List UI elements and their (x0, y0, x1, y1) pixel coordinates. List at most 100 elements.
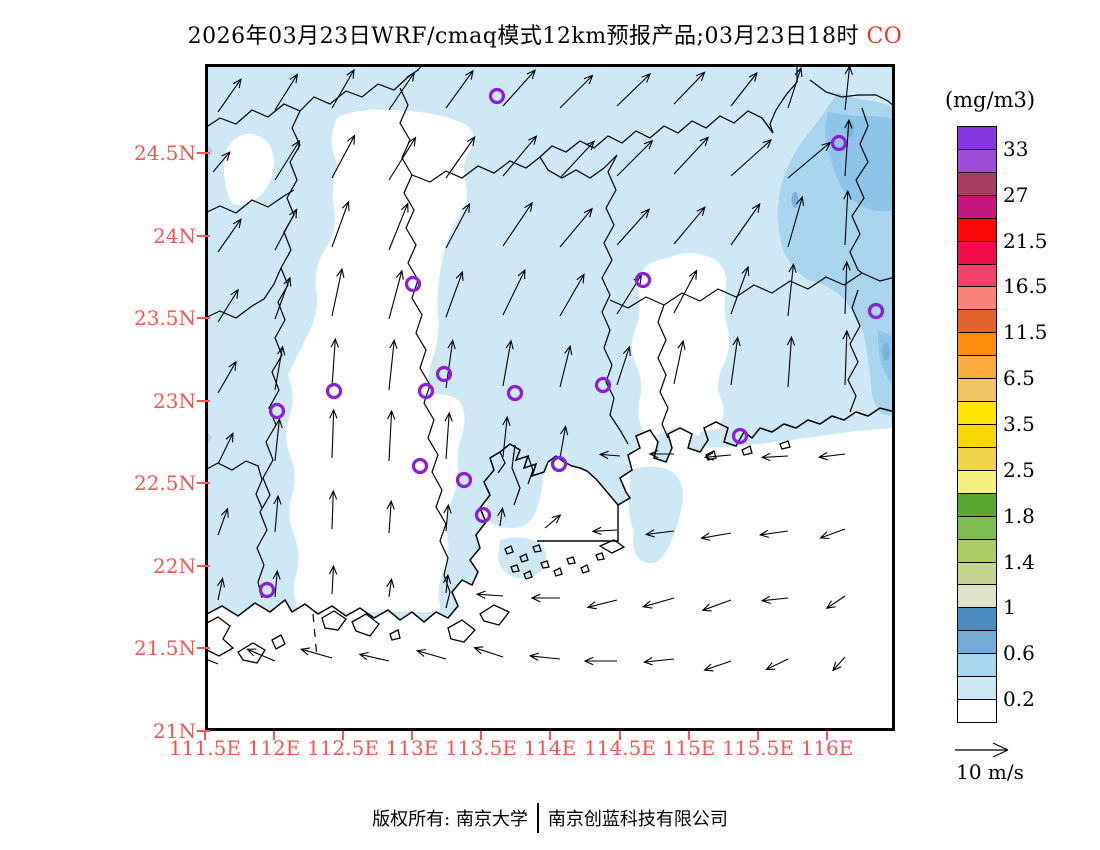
wind-arrow-icon (445, 69, 474, 109)
wind-arrow-icon (825, 595, 846, 610)
wind-arrow-icon (559, 344, 573, 388)
wind-arrow-icon (591, 526, 618, 536)
wind-arrow-icon (272, 569, 281, 598)
wind-scale-arrow-icon (955, 742, 1009, 758)
wind-arrow-icon (502, 201, 533, 247)
wind-arrow-icon (559, 74, 594, 109)
wind-arrow-icon (673, 71, 706, 105)
wind-arrow-icon (473, 646, 504, 658)
colorbar-box (957, 469, 997, 494)
lon-axis-label: 114E (523, 736, 577, 760)
wind-arrow-icon (842, 260, 851, 315)
colorbar-tick-label: 2.5 (1003, 457, 1035, 482)
lon-axis-label: 112.5E (307, 736, 379, 760)
wind-arrow-icon (730, 336, 741, 386)
wind-arrow-icon (760, 452, 789, 462)
colorbar-box (957, 332, 997, 357)
wind-arrow-icon (817, 452, 846, 461)
colorbar-tick-label: 1.8 (1003, 503, 1035, 528)
islands (205, 440, 791, 664)
lat-axis-label: 23.5N (133, 306, 196, 330)
wind-arrow-icon (274, 276, 292, 320)
wind-arrow-icon (274, 417, 283, 462)
colorbar-tick-label: 1 (1003, 595, 1016, 620)
station-marker-icon (268, 402, 286, 420)
wind-arrow-icon (328, 564, 338, 595)
wind-arrow-icon (616, 139, 654, 177)
wind-arrow-icon (502, 339, 514, 387)
wind-arrow-icon (530, 593, 560, 603)
wind-arrow-icon (586, 599, 618, 610)
wind-arrow-icon (388, 202, 409, 251)
copyright-footer: 版权所有: 南京大学 南京创蓝科技有限公司 (0, 803, 1100, 833)
colorbar-box (957, 584, 997, 609)
colorbar-unit-label: (mg/m3) (944, 88, 1036, 112)
colorbar-tick-label: 11.5 (1003, 320, 1048, 345)
wind-arrow-icon (388, 136, 417, 181)
wind-arrow-icon (217, 432, 234, 465)
lat-axis-label: 24.5N (133, 141, 196, 165)
wind-arrow-icon (217, 78, 242, 113)
wind-arrow-icon (787, 262, 797, 317)
co-white-region-nw (224, 133, 274, 205)
station-marker-icon (830, 134, 848, 152)
station-marker-icon (488, 87, 506, 105)
wind-arrow-icon (502, 268, 526, 316)
wind-arrow-icon (443, 503, 452, 532)
colorbar-box (957, 561, 997, 586)
wind-arrow-icon (445, 135, 476, 179)
wind-arrow-icon (497, 506, 506, 527)
lon-axis-label: 112E (247, 736, 301, 760)
wind-arrow-icon (502, 415, 511, 458)
colorbar-box (957, 171, 997, 196)
station-marker-icon (325, 382, 343, 400)
wind-arrow-icon (700, 532, 732, 541)
sea-area (205, 408, 895, 731)
dashed-boundary (312, 613, 318, 659)
colorbar-box (957, 240, 997, 265)
wind-arrow-icon (832, 656, 846, 672)
wind-arrow-icon (673, 339, 686, 385)
wind-arrow-icon (331, 200, 350, 248)
wind-arrow-icon (703, 452, 732, 461)
station-marker-icon (634, 271, 652, 289)
wind-arrow-icon (329, 408, 338, 459)
wind-arrow-icon (644, 529, 675, 538)
wind-arrow-icon (842, 329, 851, 386)
station-marker-icon (258, 581, 276, 599)
wind-arrow-icon (502, 135, 538, 177)
colorbar-box (957, 607, 997, 632)
wind-arrow-icon (274, 73, 299, 111)
wind-arrow-icon (701, 599, 732, 612)
wind-arrow-icon (787, 141, 832, 179)
lat-axis-label: 22.5N (133, 471, 196, 495)
colorbar-box (957, 309, 997, 334)
station-marker-icon (474, 506, 492, 524)
map-frame (205, 64, 895, 731)
colorbar-tick-label: 0.6 (1003, 641, 1035, 666)
wind-arrow-icon (730, 202, 761, 246)
title-text: 2026年03月23日WRF/cmaq模式12km预报产品;03月23日18时 (187, 24, 859, 49)
wind-arrow-icon (544, 514, 562, 529)
station-marker-icon (867, 302, 885, 320)
colorbar-box (957, 676, 997, 701)
lon-axis-label: 115E (662, 736, 716, 760)
wind-arrow-icon (786, 335, 796, 388)
wind-arrow-icon (642, 657, 675, 666)
station-marker-icon (411, 457, 429, 475)
colorbar-box (957, 630, 997, 655)
colorbar-box (957, 538, 997, 563)
colorbar-box (957, 355, 997, 380)
wind-arrow-icon (388, 269, 404, 320)
lat-axis-label: 23N (153, 389, 196, 413)
colorbar-tick-label: 0.2 (1003, 687, 1035, 712)
station-marker-icon (417, 382, 435, 400)
colorbar (957, 126, 997, 723)
wind-arrow-icon (388, 338, 398, 391)
wind-arrow-icon (673, 269, 698, 314)
station-marker-icon (506, 384, 524, 402)
lon-axis-label: 114.5E (584, 736, 656, 760)
colorbar-tick-label: 3.5 (1003, 412, 1035, 436)
colorbar-box (957, 217, 997, 242)
